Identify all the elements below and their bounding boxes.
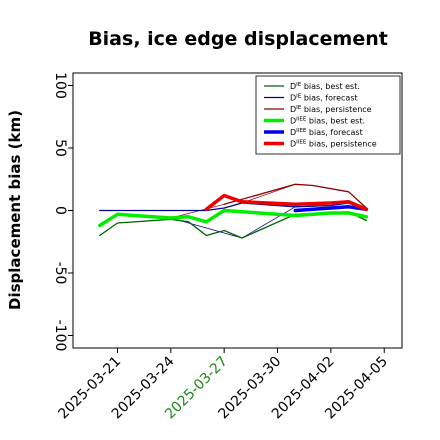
legend-box	[255, 75, 401, 155]
legend-entry: DIE bias, best est.	[290, 82, 360, 91]
y-tick-label: 50	[52, 139, 68, 157]
y-tick-label: -100	[52, 320, 68, 352]
series-line-2	[223, 183, 368, 209]
series-group	[97, 183, 369, 239]
legend: DIE bias, best est. DIE bias, forecast DIE…	[255, 75, 401, 155]
y-tick-label: -50	[52, 262, 68, 285]
chart-title: Bias, ice edge displacement	[88, 28, 388, 50]
legend-entry: DIE bias, forecast	[290, 94, 358, 103]
series-line-1	[99, 202, 368, 212]
legend-entry: DIE bias, persistence	[290, 105, 372, 114]
legend-entry: DIIEE bias, best est.	[290, 117, 365, 126]
connector-line-3	[241, 206, 296, 239]
legend-entry: DIIEE bias, persistence	[290, 140, 377, 149]
legend-entry: DIIEE bias, forecast	[290, 128, 363, 137]
series-line-5	[204, 193, 369, 212]
y-axis-label: Displacement bias (km)	[6, 110, 24, 310]
series-line-4	[293, 205, 369, 213]
y-tick-label: 0	[52, 206, 68, 215]
y-tick-label: 100	[52, 72, 68, 99]
series-line-3	[97, 208, 369, 228]
